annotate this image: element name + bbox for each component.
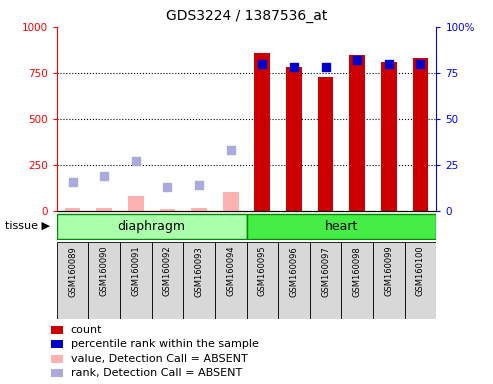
Bar (373, 242, 405, 319)
Bar (223, 192, 239, 211)
Text: GSM160089: GSM160089 (68, 246, 77, 296)
Point (353, 57, 361, 63)
Bar (120, 242, 152, 319)
Bar (341, 242, 373, 319)
Bar (51, 340, 63, 348)
Bar (381, 62, 397, 211)
Text: diaphragm: diaphragm (118, 220, 185, 233)
Bar (254, 53, 270, 211)
Point (195, 182, 203, 189)
Text: GSM160098: GSM160098 (352, 246, 362, 296)
Bar (51, 326, 63, 334)
Point (227, 147, 235, 154)
Point (385, 61, 393, 67)
Text: GSM160095: GSM160095 (258, 246, 267, 296)
Bar (413, 58, 428, 211)
Bar (317, 77, 333, 211)
Point (164, 184, 172, 190)
Bar (246, 242, 278, 319)
Bar (278, 242, 310, 319)
Bar (65, 207, 80, 211)
Text: heart: heart (325, 220, 358, 233)
Bar (51, 369, 63, 377)
Text: GSM160094: GSM160094 (226, 246, 235, 296)
Point (69, 179, 76, 185)
Point (321, 65, 329, 71)
Bar (51, 354, 63, 362)
Bar (88, 242, 120, 319)
Text: GSM160091: GSM160091 (131, 246, 141, 296)
Point (290, 65, 298, 71)
Text: value, Detection Call = ABSENT: value, Detection Call = ABSENT (71, 354, 247, 364)
Point (100, 173, 108, 179)
Bar (350, 55, 365, 211)
Bar (183, 242, 215, 319)
Bar (128, 197, 143, 211)
Text: rank, Detection Call = ABSENT: rank, Detection Call = ABSENT (71, 368, 242, 378)
Text: GSM160096: GSM160096 (289, 246, 298, 296)
Bar (160, 209, 176, 211)
Bar (246, 214, 436, 239)
Bar (191, 209, 207, 211)
Point (417, 61, 424, 67)
Bar (405, 242, 436, 319)
Bar (215, 242, 246, 319)
Point (132, 158, 140, 164)
Bar (57, 242, 88, 319)
Text: GSM160093: GSM160093 (195, 246, 204, 296)
Title: GDS3224 / 1387536_at: GDS3224 / 1387536_at (166, 9, 327, 23)
Point (258, 61, 266, 67)
Bar (286, 68, 302, 211)
Text: tissue ▶: tissue ▶ (5, 221, 50, 231)
Text: GSM160092: GSM160092 (163, 246, 172, 296)
Bar (96, 207, 112, 211)
Text: GSM160097: GSM160097 (321, 246, 330, 296)
Bar (57, 214, 246, 239)
Bar (310, 242, 341, 319)
Text: percentile rank within the sample: percentile rank within the sample (71, 339, 259, 349)
Text: GSM160100: GSM160100 (416, 246, 425, 296)
Text: count: count (71, 325, 102, 335)
Bar (152, 242, 183, 319)
Text: GSM160099: GSM160099 (385, 246, 393, 296)
Text: GSM160090: GSM160090 (100, 246, 108, 296)
